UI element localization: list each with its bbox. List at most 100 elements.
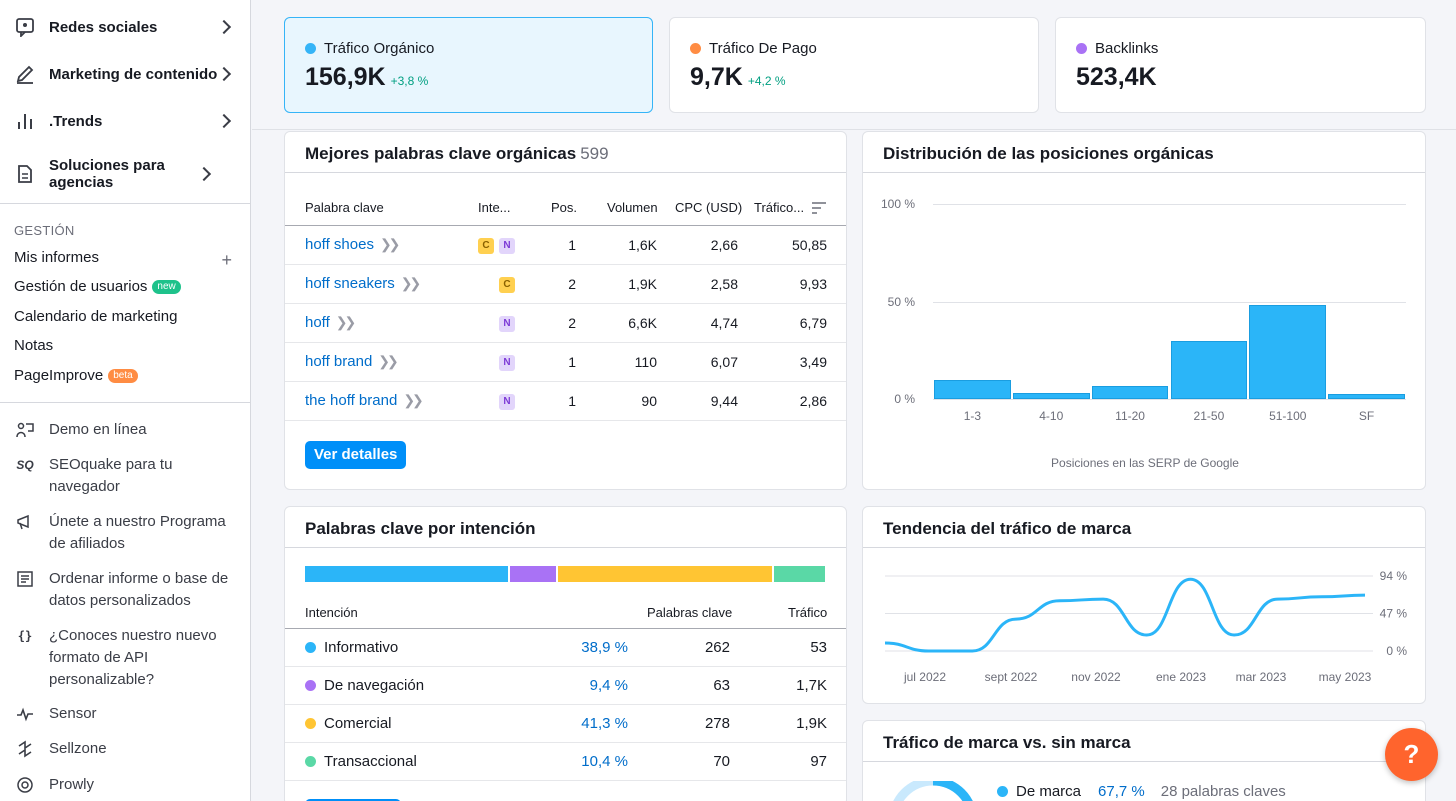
ver-detalles-button[interactable]: Ver detalles (305, 441, 407, 469)
keyword-text[interactable]: hoff (305, 314, 330, 331)
beta-badge: beta (108, 368, 138, 383)
tool-item-demo[interactable]: Demo en línea (14, 419, 244, 441)
gestion-item-mis-informes[interactable]: Mis informes (14, 249, 99, 266)
tool-item-sensor[interactable]: Sensor (14, 703, 244, 725)
tool-item-label: Sellzone (49, 740, 107, 757)
pulse-icon (14, 703, 36, 725)
intent-pct-link[interactable]: 38,9 % (581, 639, 628, 656)
keyword-text[interactable]: hoff sneakers (305, 275, 395, 292)
tool-item-seoquake[interactable]: SQ SEOquake para tu navegador (14, 454, 244, 498)
brand-legend: De marca 67,7 % 28 palabras claves (997, 783, 1286, 800)
chevron-double-right-icon[interactable]: ❯❯ (400, 275, 422, 291)
intent-keywords: 63 (713, 677, 730, 694)
brand-legend-label: De marca (1016, 783, 1082, 800)
intent-pct-link[interactable]: 41,3 % (581, 715, 628, 732)
chevron-double-right-icon[interactable]: ❯❯ (379, 236, 401, 252)
document-icon (14, 163, 36, 185)
cpc-cell: 9,44 (710, 393, 738, 409)
col-pos[interactable]: Pos. (551, 200, 578, 215)
keyword-link[interactable]: the hoff brand ❯❯ (305, 392, 424, 409)
tool-item-afiliados[interactable]: Únete a nuestro Programa de afiliados (14, 511, 244, 555)
tool-item-label: Únete a nuestro Programa de afiliados (49, 513, 226, 552)
new-badge: new (152, 279, 181, 294)
panel-title: Mejores palabras clave orgánicas 599 (305, 144, 609, 164)
bar[interactable] (1170, 340, 1248, 399)
traffic-cell: 2,86 (799, 393, 827, 409)
tool-item-api[interactable]: {} ¿Conoces nuestro nuevo formato de API… (14, 625, 244, 691)
y-tick-label: 50 % (887, 294, 915, 309)
intent-bar-informativo[interactable] (305, 566, 508, 582)
col-cpc[interactable]: CPC (USD) (675, 200, 743, 215)
brand-dot (997, 786, 1008, 797)
gestion-item-pageimprove[interactable]: PageImprove beta (14, 367, 138, 384)
chevron-double-right-icon[interactable]: ❯❯ (403, 392, 424, 408)
bar[interactable] (1249, 305, 1327, 399)
x-tick-label: mar 2023 (1236, 670, 1287, 684)
nav-marketing-contenido[interactable]: Marketing de contenido (0, 62, 250, 86)
traffic-cell: 6,79 (799, 315, 827, 331)
bar[interactable] (934, 379, 1011, 399)
nav-soluciones-agencias[interactable]: Soluciones para agencias (0, 156, 250, 192)
backlinks-dot (1076, 43, 1087, 54)
intent-panel: Palabras clave por intención Intención P… (284, 506, 847, 801)
bar[interactable] (1091, 386, 1169, 399)
chevron-double-right-icon[interactable]: ❯❯ (335, 314, 357, 330)
tool-item-label: Prowly (49, 776, 95, 793)
sort-icon[interactable] (812, 202, 826, 214)
report-icon (14, 568, 36, 590)
sellzone-icon (14, 738, 36, 760)
traffic-cell: 3,49 (799, 354, 827, 370)
chevron-double-right-icon[interactable]: ❯❯ (378, 353, 399, 369)
tool-item-sellzone[interactable]: Sellzone (14, 738, 244, 760)
stat-card-organic[interactable]: Tráfico Orgánico 156,9K +3,8 % (284, 17, 653, 113)
top-keywords-panel: Mejores palabras clave orgánicas 599 Pala… (284, 131, 847, 490)
bar[interactable] (1012, 393, 1090, 399)
keyword-link[interactable]: hoff brand ❯❯ (305, 353, 399, 370)
intent-pct-link[interactable]: 10,4 % (581, 753, 628, 770)
brand-legend-pct[interactable]: 67,7 % (1098, 783, 1145, 800)
bar[interactable] (1328, 394, 1405, 399)
intent-bar-navegacion[interactable] (510, 566, 556, 582)
cpc-cell: 4,74 (710, 315, 738, 331)
tool-item-label: ¿Conoces nuestro nuevo formato de API pe… (49, 627, 217, 688)
tool-item-informe-personalizado[interactable]: Ordenar informe o base de datos personal… (14, 568, 244, 612)
col-intent[interactable]: Inte... (478, 200, 511, 215)
plus-icon[interactable]: + (221, 250, 232, 270)
tool-item-prowly[interactable]: Prowly (14, 774, 244, 796)
keyword-link[interactable]: hoff sneakers ❯❯ (305, 275, 422, 292)
col-keyword[interactable]: Palabra clave (305, 200, 384, 215)
nav-redes-sociales[interactable]: Redes sociales (0, 16, 250, 38)
col-volume[interactable]: Volumen (607, 200, 658, 215)
keyword-link[interactable]: hoff shoes ❯❯ (305, 236, 401, 253)
intent-bar-comercial[interactable] (558, 566, 772, 582)
help-button[interactable]: ? (1385, 728, 1438, 781)
distribution-title: Distribución de las posiciones orgánicas (883, 144, 1214, 163)
y-tick-label: 0 % (1386, 644, 1407, 658)
keyword-text[interactable]: hoff brand (305, 353, 373, 370)
gestion-item-gestion-usuarios[interactable]: Gestión de usuarios new (14, 278, 181, 295)
nav-label: Marketing de contenido (49, 65, 218, 83)
intent-bar-transaccional[interactable] (774, 566, 825, 582)
transaccional-dot (305, 756, 316, 767)
gestion-item-notas[interactable]: Notas (14, 337, 53, 354)
volume-cell: 6,6K (628, 315, 657, 331)
keyword-text[interactable]: hoff shoes (305, 236, 374, 253)
intent-pct-link[interactable]: 9,4 % (589, 677, 628, 694)
keywords-title: Mejores palabras clave orgánicas (305, 144, 577, 163)
nav-trends[interactable]: .Trends (0, 109, 250, 133)
y-tick-label: 0 % (894, 392, 915, 406)
stat-card-paid[interactable]: Tráfico De Pago 9,7K +4,2 % (669, 17, 1039, 113)
intent-details-button[interactable] (305, 799, 401, 801)
col-traffic[interactable]: Tráfico... (754, 200, 805, 215)
trend-line[interactable] (884, 577, 1366, 653)
keyword-text[interactable]: the hoff brand (305, 392, 398, 409)
braces-icon: {} (17, 629, 33, 643)
keyword-link[interactable]: hoff ❯❯ (305, 314, 357, 331)
x-tick-label: SF (1358, 409, 1375, 423)
intent-traffic: 53 (810, 639, 827, 656)
gestion-item-calendario[interactable]: Calendario de marketing (14, 308, 177, 325)
intent-keywords: 262 (704, 639, 730, 656)
cpc-cell: 6,07 (710, 354, 738, 370)
stat-card-backlinks[interactable]: Backlinks 523,4K (1055, 17, 1426, 113)
intent-name: Informativo (324, 639, 399, 656)
